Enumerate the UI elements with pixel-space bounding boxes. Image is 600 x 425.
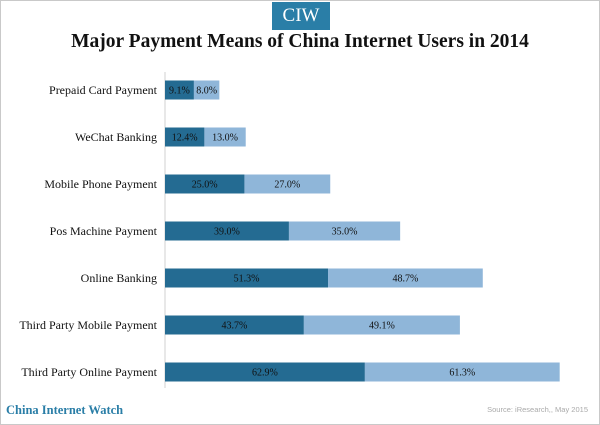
bar-segment-b — [328, 268, 483, 288]
data-label: 25.0% — [192, 180, 218, 191]
data-label: 35.0% — [332, 227, 358, 238]
bar-segment-a — [165, 315, 304, 335]
data-label: 62.9% — [252, 368, 278, 379]
data-label: 12.4% — [172, 133, 198, 144]
data-label: 48.7% — [392, 274, 418, 285]
bar-segment-b — [193, 80, 220, 100]
bar-segment-a — [165, 127, 205, 147]
bar-segment-a — [165, 174, 245, 194]
data-label: 39.0% — [214, 227, 240, 238]
chart-title: Major Payment Means of China Internet Us… — [71, 31, 529, 52]
footer-source: Source: iResearch,, May 2015 — [487, 405, 588, 414]
data-label: 61.3% — [449, 368, 475, 379]
bar-segment-b — [364, 362, 560, 382]
category-label: Third Party Mobile Payment — [19, 318, 157, 332]
data-label: 9.1% — [169, 86, 190, 97]
data-label: 51.3% — [234, 274, 260, 285]
data-label: 27.0% — [274, 180, 300, 191]
ciw-logo: CIW — [272, 2, 330, 30]
category-label: Online Banking — [81, 271, 157, 285]
category-label: Prepaid Card Payment — [49, 83, 158, 97]
bar-segment-b — [303, 315, 460, 335]
data-label: 13.0% — [212, 133, 238, 144]
category-label: Third Party Online Payment — [21, 365, 157, 379]
footer-brand: China Internet Watch — [6, 403, 124, 417]
bar-segment-a — [165, 362, 365, 382]
bar-segment-a — [165, 268, 329, 288]
data-label: 43.7% — [222, 321, 248, 332]
category-label: WeChat Banking — [75, 130, 157, 144]
bar-segment-b — [204, 127, 246, 147]
bar-segment-b — [288, 221, 401, 241]
category-label: Mobile Phone Payment — [44, 177, 157, 191]
bar-segment-b — [244, 174, 331, 194]
bar-segment-a — [165, 80, 194, 100]
category-label: Pos Machine Payment — [50, 224, 158, 238]
bar-segment-a — [165, 221, 289, 241]
data-label: 49.1% — [369, 321, 395, 332]
data-label: 8.0% — [196, 86, 217, 97]
